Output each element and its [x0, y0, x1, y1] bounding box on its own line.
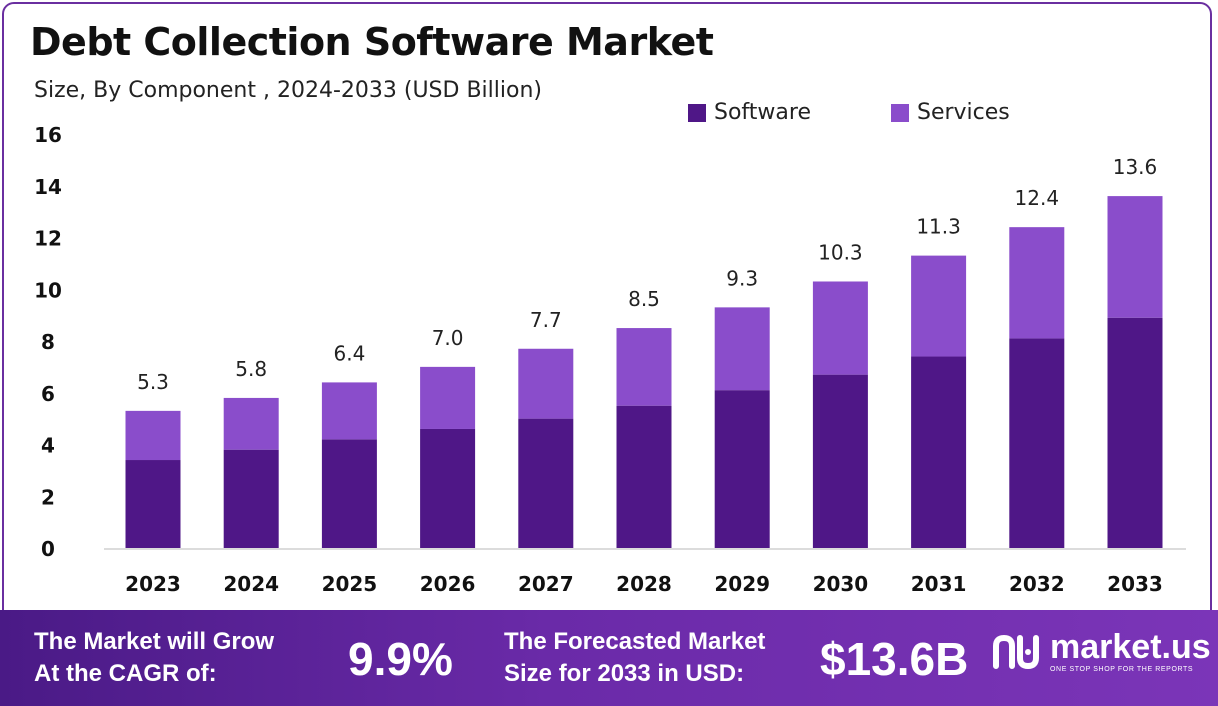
x-tick-label-2027: 2027: [518, 572, 574, 596]
bar-services-2031: [911, 255, 967, 357]
bar-services-2023: [125, 410, 181, 461]
bar-software-2023: [125, 460, 181, 548]
logo-wordmark: market.us ONE STOP SHOP FOR THE REPORTS: [1050, 630, 1211, 673]
y-tick-label-4: 4: [41, 434, 55, 458]
x-tick-label-2023: 2023: [125, 572, 181, 596]
bar-software-2025: [321, 439, 377, 548]
bar-software-2033: [1107, 317, 1163, 548]
bar-services-2029: [714, 307, 770, 391]
y-tick-label-8: 8: [41, 330, 55, 354]
logo-mark-icon: [993, 634, 1039, 669]
bar-software-2030: [812, 374, 868, 548]
cagr-value: 9.9%: [348, 633, 453, 685]
data-label-2031: 11.3: [916, 215, 961, 239]
data-label-2027: 7.7: [530, 308, 562, 332]
cagr-label-line1: The Market will Grow: [34, 628, 275, 655]
data-label-2024: 5.8: [235, 357, 267, 381]
bar-software-2024: [223, 449, 279, 548]
y-tick-label-10: 10: [34, 278, 62, 302]
bar-software-2027: [518, 418, 574, 548]
bar-services-2028: [616, 328, 672, 406]
x-tick-label-2033: 2033: [1107, 572, 1163, 596]
legend-item-services: Services: [890, 100, 1010, 125]
forecast-label-line2: Size for 2033 in USD:: [504, 660, 745, 687]
y-tick-label-0: 0: [41, 537, 55, 561]
data-label-2033: 13.6: [1113, 155, 1158, 179]
footer-banner: The Market will Grow At the CAGR of: 9.9…: [0, 610, 1218, 706]
data-label-2028: 8.5: [628, 287, 660, 311]
bar-services-2024: [223, 397, 279, 450]
chart-subtitle: Size, By Component , 2024-2033 (USD Bill…: [34, 78, 542, 103]
bar-software-2028: [616, 405, 672, 548]
bar-services-2033: [1107, 196, 1163, 318]
y-tick-label-6: 6: [41, 382, 55, 406]
x-tick-label-2028: 2028: [616, 572, 672, 596]
data-label-2023: 5.3: [137, 370, 169, 394]
bar-software-2032: [1009, 338, 1065, 548]
legend-label-software: Software: [714, 100, 811, 125]
bar-software-2029: [714, 390, 770, 548]
y-tick-label-16: 16: [34, 123, 62, 147]
x-tick-label-2030: 2030: [813, 572, 869, 596]
bar-chart: 0 2 4 6 8 10 12 14 16 5.3 2023 5.8 2024 6.4 2025 7.0 202…: [34, 123, 1186, 596]
logo-text: market.us: [1050, 628, 1211, 666]
forecast-label: The Forecasted Market Size for 2033 in U…: [504, 626, 765, 690]
legend-item-software: Software: [688, 100, 811, 125]
legend-label-services: Services: [916, 100, 1010, 125]
bar-software-2026: [420, 428, 476, 548]
data-label-2026: 7.0: [432, 326, 464, 350]
x-tick-label-2032: 2032: [1009, 572, 1065, 596]
data-label-2025: 6.4: [333, 341, 365, 365]
x-tick-label-2031: 2031: [911, 572, 967, 596]
cagr-label: The Market will Grow At the CAGR of:: [34, 626, 274, 690]
chart-legend: Software Services: [688, 100, 1010, 125]
y-tick-label-12: 12: [34, 227, 62, 251]
y-tick-label-2: 2: [41, 485, 55, 509]
bar-services-2025: [321, 382, 377, 440]
cagr-label-line2: At the CAGR of:: [34, 660, 217, 687]
data-label-2030: 10.3: [818, 240, 863, 264]
x-tick-label-2026: 2026: [420, 572, 476, 596]
legend-swatch-services: [890, 103, 909, 122]
bar-services-2027: [518, 348, 574, 419]
forecast-label-line1: The Forecasted Market: [504, 628, 766, 655]
x-tick-label-2025: 2025: [322, 572, 378, 596]
bar-services-2032: [1009, 227, 1065, 339]
logo-tagline: ONE STOP SHOP FOR THE REPORTS: [1050, 666, 1194, 673]
data-label-2029: 9.3: [726, 266, 758, 290]
bar-services-2026: [420, 366, 476, 429]
x-tick-label-2029: 2029: [714, 572, 770, 596]
data-label-2032: 12.4: [1015, 186, 1060, 210]
market-us-logo[interactable]: market.us ONE STOP SHOP FOR THE REPORTS: [992, 630, 1211, 673]
bar-services-2030: [812, 281, 868, 375]
chart-title: Debt Collection Software Market: [30, 20, 714, 64]
forecast-value: $13.6B: [820, 633, 969, 685]
bar-software-2031: [911, 356, 967, 548]
legend-swatch-software: [688, 103, 706, 122]
y-tick-label-14: 14: [34, 175, 62, 199]
x-tick-label-2024: 2024: [223, 572, 279, 596]
